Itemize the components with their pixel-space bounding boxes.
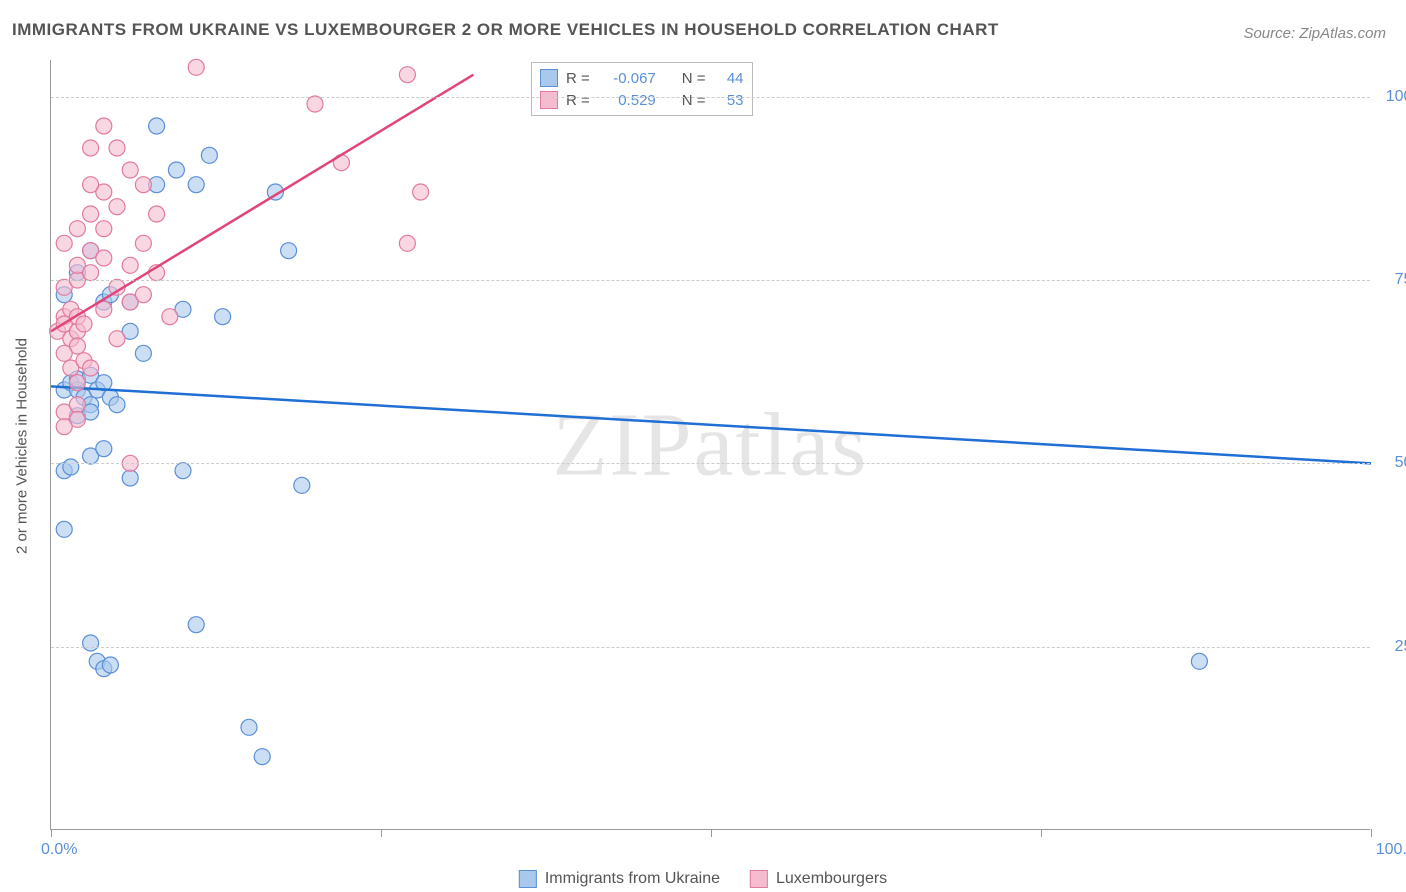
scatter-point bbox=[83, 177, 99, 193]
n-label: N = bbox=[682, 92, 706, 109]
scatter-point bbox=[307, 96, 323, 112]
legend-bottom-item: Luxembourgers bbox=[750, 870, 887, 888]
scatter-point bbox=[188, 617, 204, 633]
x-tick-label-min: 0.0% bbox=[41, 841, 77, 859]
scatter-point bbox=[135, 235, 151, 251]
scatter-point bbox=[399, 67, 415, 83]
scatter-point bbox=[241, 719, 257, 735]
legend-swatch bbox=[540, 91, 558, 109]
scatter-point bbox=[83, 140, 99, 156]
r-label: R = bbox=[566, 92, 590, 109]
scatter-point bbox=[399, 235, 415, 251]
n-value: 44 bbox=[714, 70, 744, 87]
scatter-point bbox=[102, 657, 118, 673]
r-value: 0.529 bbox=[598, 92, 656, 109]
scatter-point bbox=[83, 635, 99, 651]
scatter-point bbox=[215, 309, 231, 325]
scatter-point bbox=[109, 397, 125, 413]
legend-stats-row: R = -0.067 N = 44 bbox=[540, 67, 744, 89]
scatter-point bbox=[413, 184, 429, 200]
scatter-point bbox=[281, 243, 297, 259]
scatter-point bbox=[122, 162, 138, 178]
r-value: -0.067 bbox=[598, 70, 656, 87]
legend-stats-row: R = 0.529 N = 53 bbox=[540, 89, 744, 111]
scatter-point bbox=[188, 59, 204, 75]
y-tick-label: 25.0% bbox=[1380, 638, 1406, 656]
n-label: N = bbox=[682, 70, 706, 87]
scatter-point bbox=[83, 360, 99, 376]
scatter-plot-svg bbox=[51, 60, 1370, 829]
scatter-point bbox=[96, 118, 112, 134]
scatter-point bbox=[69, 221, 85, 237]
x-tick-mark bbox=[51, 829, 52, 837]
x-tick-label-max: 100.0% bbox=[1376, 841, 1406, 859]
chart-source: Source: ZipAtlas.com bbox=[1243, 25, 1386, 42]
y-tick-label: 75.0% bbox=[1380, 271, 1406, 289]
legend-series-label: Immigrants from Ukraine bbox=[545, 870, 720, 888]
legend-swatch bbox=[519, 870, 537, 888]
y-axis-title: 2 or more Vehicles in Household bbox=[14, 338, 31, 554]
scatter-point bbox=[122, 257, 138, 273]
scatter-point bbox=[56, 235, 72, 251]
scatter-point bbox=[149, 206, 165, 222]
scatter-point bbox=[76, 316, 92, 332]
x-tick-mark bbox=[381, 829, 382, 837]
scatter-point bbox=[109, 199, 125, 215]
scatter-point bbox=[201, 147, 217, 163]
scatter-point bbox=[162, 309, 178, 325]
regression-line bbox=[51, 386, 1371, 463]
scatter-point bbox=[83, 265, 99, 281]
legend-series-label: Luxembourgers bbox=[776, 870, 887, 888]
scatter-point bbox=[69, 375, 85, 391]
gridline-h bbox=[51, 463, 1370, 464]
gridline-h bbox=[51, 280, 1370, 281]
scatter-point bbox=[294, 477, 310, 493]
legend-stats-box: R = -0.067 N = 44 R = 0.529 N = 53 bbox=[531, 62, 753, 116]
scatter-point bbox=[175, 463, 191, 479]
scatter-point bbox=[168, 162, 184, 178]
x-tick-mark bbox=[711, 829, 712, 837]
n-value: 53 bbox=[714, 92, 744, 109]
r-label: R = bbox=[566, 70, 590, 87]
scatter-point bbox=[122, 470, 138, 486]
legend-swatch bbox=[750, 870, 768, 888]
legend-bottom-item: Immigrants from Ukraine bbox=[519, 870, 720, 888]
x-tick-mark bbox=[1371, 829, 1372, 837]
scatter-point bbox=[135, 345, 151, 361]
scatter-point bbox=[56, 419, 72, 435]
scatter-point bbox=[96, 250, 112, 266]
chart-area: ZIPatlas R =-0.067N =44R =0.529N =53 25.… bbox=[50, 60, 1370, 830]
scatter-point bbox=[135, 287, 151, 303]
scatter-point bbox=[188, 177, 204, 193]
scatter-point bbox=[96, 221, 112, 237]
scatter-point bbox=[109, 140, 125, 156]
x-tick-mark bbox=[1041, 829, 1042, 837]
scatter-point bbox=[56, 345, 72, 361]
scatter-point bbox=[149, 118, 165, 134]
legend-bottom: Immigrants from Ukraine Luxembourgers bbox=[519, 870, 887, 888]
scatter-point bbox=[135, 177, 151, 193]
scatter-point bbox=[96, 441, 112, 457]
y-tick-label: 100.0% bbox=[1380, 88, 1406, 106]
chart-title: IMMIGRANTS FROM UKRAINE VS LUXEMBOURGER … bbox=[12, 20, 999, 40]
scatter-point bbox=[69, 397, 85, 413]
legend-swatch bbox=[540, 69, 558, 87]
scatter-point bbox=[109, 331, 125, 347]
gridline-h bbox=[51, 97, 1370, 98]
y-tick-label: 50.0% bbox=[1380, 454, 1406, 472]
scatter-point bbox=[83, 206, 99, 222]
scatter-point bbox=[56, 521, 72, 537]
scatter-point bbox=[63, 459, 79, 475]
gridline-h bbox=[51, 647, 1370, 648]
scatter-point bbox=[1191, 653, 1207, 669]
scatter-point bbox=[254, 749, 270, 765]
